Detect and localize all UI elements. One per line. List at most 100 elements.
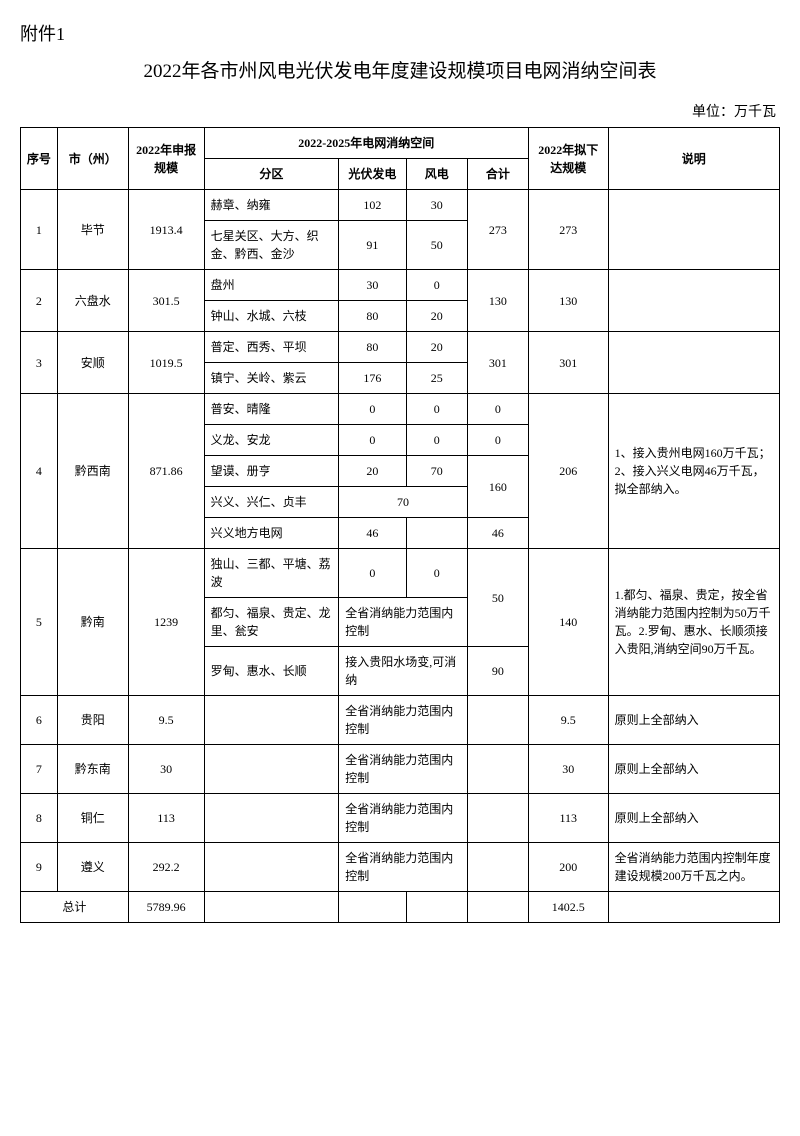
cell-empty xyxy=(339,892,406,923)
capacity-table: 序号 市（州） 2022年申报规模 2022-2025年电网消纳空间 2022年… xyxy=(20,127,780,923)
cell-total-declared: 5789.96 xyxy=(128,892,204,923)
table-row: 9 遵义 292.2 全省消纳能力范围内控制 200 全省消纳能力范围内控制年度… xyxy=(21,843,780,892)
cell-city: 黔南 xyxy=(57,549,128,696)
cell-city: 黔东南 xyxy=(57,745,128,794)
cell-declared: 301.5 xyxy=(128,270,204,332)
cell-wind xyxy=(406,518,467,549)
cell-text: 全省消纳能力范围内控制 xyxy=(339,598,468,647)
cell-zone: 罗甸、惠水、长顺 xyxy=(204,647,339,696)
cell-note: 全省消纳能力范围内控制年度建设规模200万千瓦之内。 xyxy=(608,843,779,892)
cell-wind: 25 xyxy=(406,363,467,394)
cell-wind: 20 xyxy=(406,332,467,363)
cell-city: 贵阳 xyxy=(57,696,128,745)
cell-sum xyxy=(467,745,528,794)
cell-declared: 30 xyxy=(128,745,204,794)
cell-zone xyxy=(204,843,339,892)
cell-pv: 80 xyxy=(339,332,406,363)
th-city: 市（州） xyxy=(57,128,128,190)
cell-declared: 9.5 xyxy=(128,696,204,745)
attachment-label: 附件1 xyxy=(20,20,780,46)
cell-city: 毕节 xyxy=(57,190,128,270)
cell-declared: 871.86 xyxy=(128,394,204,549)
cell-seq: 4 xyxy=(21,394,58,549)
cell-wind: 0 xyxy=(406,270,467,301)
cell-empty xyxy=(406,892,467,923)
cell-text: 全省消纳能力范围内控制 xyxy=(339,696,468,745)
cell-pv: 176 xyxy=(339,363,406,394)
cell-plan: 200 xyxy=(529,843,609,892)
cell-zone: 钟山、水城、六枝 xyxy=(204,301,339,332)
cell-zone: 镇宁、关岭、紫云 xyxy=(204,363,339,394)
header-row-1: 序号 市（州） 2022年申报规模 2022-2025年电网消纳空间 2022年… xyxy=(21,128,780,159)
cell-city: 铜仁 xyxy=(57,794,128,843)
cell-city: 安顺 xyxy=(57,332,128,394)
cell-pv: 46 xyxy=(339,518,406,549)
cell-sum: 160 xyxy=(467,456,528,518)
cell-city: 黔西南 xyxy=(57,394,128,549)
cell-pv: 0 xyxy=(339,549,406,598)
cell-text: 全省消纳能力范围内控制 xyxy=(339,794,468,843)
cell-pv: 102 xyxy=(339,190,406,221)
table-row: 4 黔西南 871.86 普安、晴隆 0 0 0 206 1、接入贵州电网160… xyxy=(21,394,780,425)
cell-plan: 273 xyxy=(529,190,609,270)
cell-seq: 8 xyxy=(21,794,58,843)
table-row: 1 毕节 1913.4 赫章、纳雍 102 30 273 273 xyxy=(21,190,780,221)
cell-zone xyxy=(204,745,339,794)
th-wind: 风电 xyxy=(406,159,467,190)
cell-plan: 206 xyxy=(529,394,609,549)
cell-total-plan: 1402.5 xyxy=(529,892,609,923)
cell-note: 原则上全部纳入 xyxy=(608,794,779,843)
cell-city: 遵义 xyxy=(57,843,128,892)
cell-seq: 9 xyxy=(21,843,58,892)
cell-plan: 130 xyxy=(529,270,609,332)
cell-sum xyxy=(467,794,528,843)
cell-zone: 义龙、安龙 xyxy=(204,425,339,456)
th-pv: 光伏发电 xyxy=(339,159,406,190)
cell-note: 原则上全部纳入 xyxy=(608,745,779,794)
cell-zone: 七星关区、大方、织金、黔西、金沙 xyxy=(204,221,339,270)
cell-zone: 都匀、福泉、贵定、龙里、瓮安 xyxy=(204,598,339,647)
cell-zone xyxy=(204,794,339,843)
cell-declared: 1913.4 xyxy=(128,190,204,270)
cell-plan: 113 xyxy=(529,794,609,843)
cell-wind: 20 xyxy=(406,301,467,332)
cell-empty xyxy=(204,892,339,923)
th-capacity-group: 2022-2025年电网消纳空间 xyxy=(204,128,528,159)
cell-zone: 普定、西秀、平坝 xyxy=(204,332,339,363)
cell-pvwind: 70 xyxy=(339,487,468,518)
cell-pv: 30 xyxy=(339,270,406,301)
cell-wind: 70 xyxy=(406,456,467,487)
table-row: 3 安顺 1019.5 普定、西秀、平坝 80 20 301 301 xyxy=(21,332,780,363)
cell-zone: 望谟、册亨 xyxy=(204,456,339,487)
cell-declared: 1019.5 xyxy=(128,332,204,394)
cell-zone: 兴义、兴仁、贞丰 xyxy=(204,487,339,518)
cell-sum xyxy=(467,696,528,745)
cell-seq: 7 xyxy=(21,745,58,794)
table-row: 2 六盘水 301.5 盘州 30 0 130 130 xyxy=(21,270,780,301)
cell-sum: 0 xyxy=(467,425,528,456)
cell-zone xyxy=(204,696,339,745)
th-subtotal: 合计 xyxy=(467,159,528,190)
cell-wind: 0 xyxy=(406,394,467,425)
cell-seq: 5 xyxy=(21,549,58,696)
cell-note: 原则上全部纳入 xyxy=(608,696,779,745)
th-declared: 2022年申报规模 xyxy=(128,128,204,190)
cell-note xyxy=(608,190,779,270)
cell-plan: 301 xyxy=(529,332,609,394)
cell-declared: 1239 xyxy=(128,549,204,696)
cell-wind: 30 xyxy=(406,190,467,221)
cell-note: 1、接入贵州电网160万千瓦；2、接入兴义电网46万千瓦，拟全部纳入。 xyxy=(608,394,779,549)
cell-sum: 50 xyxy=(467,549,528,647)
cell-zone: 赫章、纳雍 xyxy=(204,190,339,221)
cell-declared: 292.2 xyxy=(128,843,204,892)
cell-empty xyxy=(467,892,528,923)
cell-sum: 130 xyxy=(467,270,528,332)
table-row: 8 铜仁 113 全省消纳能力范围内控制 113 原则上全部纳入 xyxy=(21,794,780,843)
cell-pv: 0 xyxy=(339,394,406,425)
cell-plan: 9.5 xyxy=(529,696,609,745)
cell-plan: 30 xyxy=(529,745,609,794)
cell-plan: 140 xyxy=(529,549,609,696)
cell-note xyxy=(608,270,779,332)
cell-sum: 301 xyxy=(467,332,528,394)
cell-zone: 盘州 xyxy=(204,270,339,301)
